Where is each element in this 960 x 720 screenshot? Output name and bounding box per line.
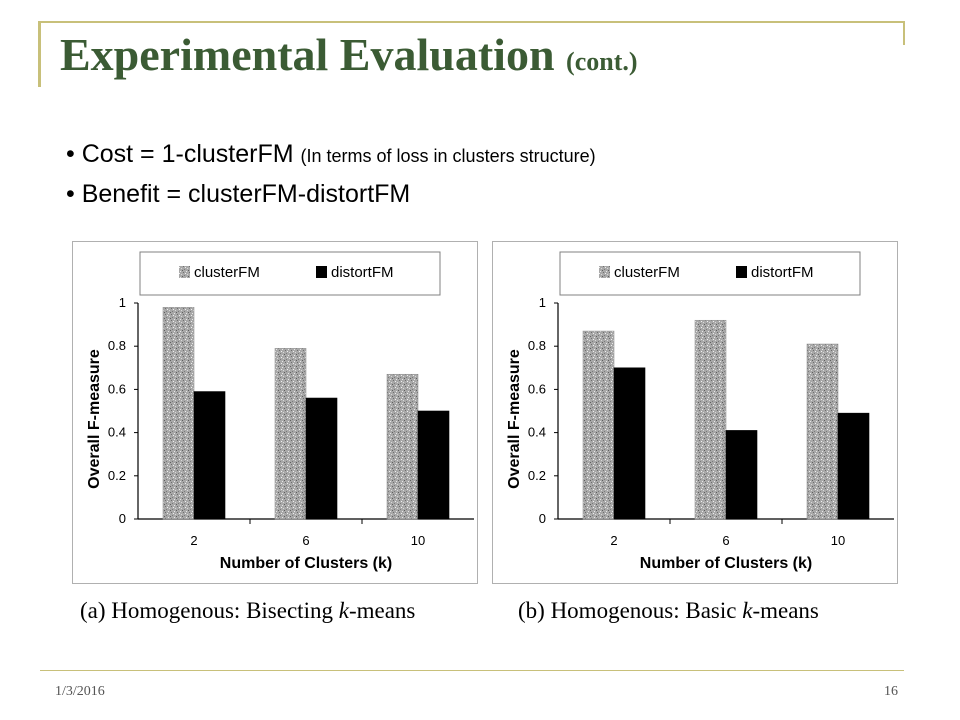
y-tick-label: 1 bbox=[119, 295, 126, 310]
top-accent-line bbox=[40, 21, 904, 23]
slide-title: Experimental Evaluation (cont.) bbox=[60, 28, 638, 81]
x-tick-label: 10 bbox=[411, 533, 425, 548]
bar-cluster-k2 bbox=[582, 330, 615, 520]
legend: clusterFM distortFM bbox=[139, 251, 441, 296]
y-tick-label: 0.6 bbox=[528, 381, 546, 396]
bar-distort-k2 bbox=[193, 391, 226, 520]
bar-cluster-k6 bbox=[274, 348, 307, 520]
legend-swatch-cluster bbox=[179, 266, 190, 278]
caption-b: (b) Homogenous: Basic k-means bbox=[518, 598, 819, 624]
bottom-accent-line bbox=[40, 670, 904, 671]
legend-label-cluster: clusterFM bbox=[614, 264, 680, 281]
title-suffix: (cont.) bbox=[566, 47, 638, 76]
left-accent-line bbox=[38, 21, 41, 87]
bar-distort-k6 bbox=[725, 430, 758, 520]
caption-a: (a) Homogenous: Bisecting k-means bbox=[80, 598, 415, 624]
legend-label-distort: distortFM bbox=[751, 264, 814, 281]
right-accent-line bbox=[903, 21, 905, 45]
y-tick-label: 0 bbox=[539, 511, 546, 526]
legend-label-cluster: clusterFM bbox=[194, 264, 260, 281]
bullet-text: Benefit = clusterFM-distortFM bbox=[81, 180, 411, 208]
footer-date: 1/3/2016 bbox=[55, 684, 105, 699]
y-tick-label: 0.4 bbox=[528, 425, 546, 440]
caption-b-suffix: -means bbox=[752, 598, 819, 623]
caption-a-prefix: (a) Homogenous: Bisecting bbox=[80, 598, 339, 623]
bullet-item: • Cost = 1-clusterFM (In terms of loss i… bbox=[66, 140, 596, 168]
bar-cluster-k6 bbox=[694, 319, 727, 520]
x-axis-title: Number of Clusters (k) bbox=[220, 555, 392, 572]
chart-panel-a: clusterFM distortFM 0 0.2 0.4 0.6 0.8 1 2 6 10 Numb… bbox=[72, 241, 478, 584]
x-tick-label: 10 bbox=[831, 533, 845, 548]
y-tick-label: 0.2 bbox=[528, 468, 546, 483]
bar-cluster-k2 bbox=[162, 307, 195, 520]
y-tick-label: 0.6 bbox=[108, 381, 126, 396]
title-main: Experimental Evaluation bbox=[60, 29, 555, 80]
caption-b-prefix: (b) Homogenous: Basic bbox=[518, 598, 743, 623]
caption-b-k: k bbox=[742, 598, 753, 623]
legend-swatch-cluster bbox=[599, 266, 610, 278]
y-tick-label: 0.8 bbox=[108, 338, 126, 353]
y-tick-label: 0.4 bbox=[108, 425, 126, 440]
legend-swatch-distort bbox=[736, 266, 747, 278]
bar-distort-k10 bbox=[417, 410, 450, 520]
bullet-text: Cost = 1-clusterFM bbox=[81, 140, 294, 168]
x-tick-label: 2 bbox=[610, 533, 617, 548]
bar-cluster-k10 bbox=[386, 373, 419, 520]
y-tick-label: 0 bbox=[119, 511, 126, 526]
bullet-item: • Benefit = clusterFM-distortFM bbox=[66, 180, 411, 208]
bullet-list: • Cost = 1-clusterFM (In terms of loss i… bbox=[66, 135, 596, 213]
legend-swatch-distort bbox=[316, 266, 327, 278]
x-tick-label: 6 bbox=[722, 533, 729, 548]
chart-svg-b: clusterFM distortFM 0 0.2 0.4 0.6 0.8 1 2 6 10 Numb… bbox=[492, 241, 898, 584]
y-axis-title: Overall F-measure bbox=[506, 349, 523, 489]
legend: clusterFM distortFM bbox=[559, 251, 861, 296]
caption-a-suffix: -means bbox=[348, 598, 416, 623]
y-tick-label: 0.2 bbox=[108, 468, 126, 483]
chart-panel-b: clusterFM distortFM 0 0.2 0.4 0.6 0.8 1 2 6 10 Numb… bbox=[492, 241, 898, 584]
y-axis-title: Overall F-measure bbox=[86, 349, 103, 489]
caption-a-k: k bbox=[338, 598, 349, 623]
x-tick-label: 2 bbox=[190, 533, 197, 548]
bar-cluster-k10 bbox=[806, 343, 839, 520]
bullet-note: (In terms of loss in clusters structure) bbox=[300, 146, 596, 166]
y-tick-label: 0.8 bbox=[528, 338, 546, 353]
bar-distort-k10 bbox=[837, 412, 870, 520]
bar-distort-k6 bbox=[305, 397, 338, 520]
y-tick-label: 1 bbox=[539, 295, 546, 310]
x-tick-label: 6 bbox=[302, 533, 309, 548]
x-axis-title: Number of Clusters (k) bbox=[640, 555, 812, 572]
bar-distort-k2 bbox=[613, 367, 646, 520]
legend-label-distort: distortFM bbox=[331, 264, 394, 281]
page-number: 16 bbox=[884, 684, 898, 699]
chart-svg-a: clusterFM distortFM 0 0.2 0.4 0.6 0.8 1 2 6 10 Numb… bbox=[72, 241, 478, 584]
